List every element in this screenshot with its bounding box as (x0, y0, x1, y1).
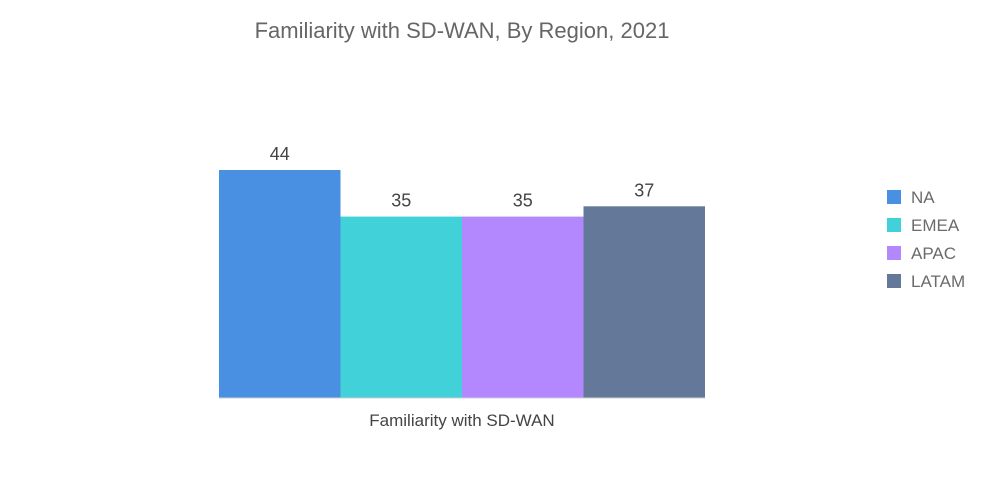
value-label-latam: 37 (634, 180, 654, 200)
value-label-emea: 35 (391, 191, 411, 211)
bar-emea (340, 216, 462, 398)
bar-na (219, 170, 341, 398)
value-labels-group: 44 35 35 37 (270, 144, 655, 211)
legend-label-latam: LATAM (911, 272, 965, 291)
legend-swatch-na (887, 190, 901, 204)
bar-latam (583, 206, 705, 398)
legend-swatch-emea (887, 218, 901, 232)
x-axis-category-label: Familiarity with SD-WAN (369, 411, 554, 430)
legend-swatch-latam (887, 274, 901, 288)
chart-title: Familiarity with SD-WAN, By Region, 2021 (255, 18, 670, 43)
legend-label-apac: APAC (911, 244, 956, 263)
value-label-na: 44 (270, 144, 290, 164)
legend-swatch-apac (887, 246, 901, 260)
bar-apac (462, 216, 584, 398)
value-label-apac: 35 (513, 191, 533, 211)
legend: NA EMEA APAC LATAM (887, 188, 965, 291)
legend-label-emea: EMEA (911, 216, 960, 235)
bars-group (219, 170, 705, 398)
legend-label-na: NA (911, 188, 935, 207)
